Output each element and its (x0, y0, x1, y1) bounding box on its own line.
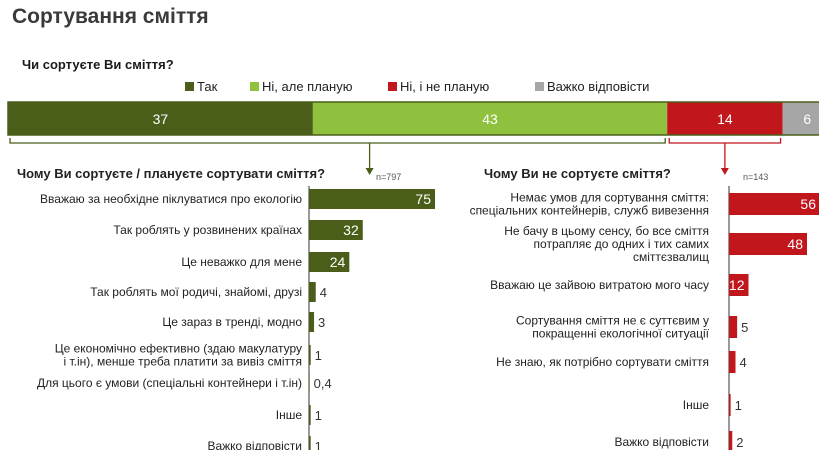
bracket-left (9, 138, 666, 144)
right-category-label: Інше (683, 398, 710, 412)
legend-label: Так (197, 79, 218, 94)
left-category-label: Це економічно ефективно (здаю макулатуру (55, 342, 302, 356)
left-bar (309, 436, 311, 450)
right-bar (729, 233, 807, 255)
right-bar-value: 2 (736, 435, 743, 450)
right-category-label: Немає умов для сортування сміття: (510, 191, 709, 205)
stacked-segment-label: 43 (482, 111, 498, 127)
left-bar-value: 1 (315, 439, 322, 450)
left-question: Чому Ви сортуєте / плануєте сортувати см… (17, 166, 325, 181)
left-category-label: Вважаю за необхідне піклуватися про екол… (40, 192, 302, 206)
left-category-label: Для цього є умови (спеціальні контейнери… (37, 376, 302, 390)
right-category-label: спеціальних контейнерів, служб вивезення (470, 204, 709, 218)
right-category-label: Важко відповісти (614, 435, 709, 449)
left-category-label: Інше (276, 408, 303, 422)
stacked-segment (782, 102, 819, 135)
legend-label: Ні, і не планую (400, 79, 490, 94)
right-bar (729, 193, 819, 215)
left-bar-value: 1 (315, 348, 322, 363)
right-bar (729, 431, 733, 450)
right-category-label: Не знаю, як потрібно сортувати сміття (496, 355, 709, 369)
stacked-segment (8, 102, 313, 135)
stacked-segment-label: 6 (803, 111, 811, 127)
stacked-segment (667, 102, 783, 135)
right-bar (729, 394, 731, 416)
left-bar-value: 32 (343, 222, 359, 238)
stacked-segment-label: 14 (717, 111, 733, 127)
left-bar-value: 4 (320, 285, 327, 300)
legend-label: Ні, але планую (262, 79, 353, 94)
right-bar-value: 4 (740, 355, 747, 370)
legend-label: Важко відповісти (547, 79, 649, 94)
left-bar (309, 282, 316, 302)
legend-swatch (535, 82, 544, 91)
left-bar-value: 3 (318, 315, 325, 330)
right-bar-value: 56 (800, 196, 816, 212)
right-question: Чому Ви не сортуєте сміття? (484, 166, 671, 181)
stacked-segment-label: 37 (153, 111, 169, 127)
right-bar-value: 1 (735, 398, 742, 413)
left-category-label: Так роблять у розвинених країнах (113, 223, 302, 237)
left-bar (309, 189, 435, 209)
left-category-label: Важко відповісти (207, 439, 302, 450)
right-category-label: сміттєзвалищ (633, 250, 709, 264)
left-category-label: Це зараз в тренді, модно (162, 315, 302, 329)
left-bar (309, 312, 315, 332)
left-bar-value: 1 (315, 408, 322, 423)
left-bar-value: 0,4 (314, 376, 332, 391)
left-bar-value: 75 (415, 191, 431, 207)
page-title: Сортування сміття (12, 5, 209, 28)
arrow-left-head (365, 168, 374, 175)
right-category-label: Не бачу в цьому сенсу, бо все сміття (504, 224, 709, 238)
left-category-label: і т.ін), менше треба платити за вивіз см… (64, 355, 302, 369)
legend-swatch (388, 82, 397, 91)
right-bar (729, 316, 738, 338)
right-bar-value: 48 (787, 236, 803, 252)
stacked-segment (312, 102, 668, 135)
left-bar-value: 24 (330, 254, 346, 270)
left-bar (309, 345, 311, 365)
arrow-right-head (720, 168, 729, 175)
right-bar (729, 351, 736, 373)
right-category-label: покращенні екологічної ситуації (532, 327, 709, 341)
right-category-label: потрапляє до одних і тих самих (534, 237, 709, 251)
right-bar-value: 5 (741, 320, 748, 335)
left-bar (309, 220, 363, 240)
left-category-label: Це неважко для мене (181, 255, 302, 269)
right-bar (729, 274, 749, 296)
legend-swatch (250, 82, 259, 91)
left-bar (309, 252, 350, 272)
left-n: n=797 (376, 172, 401, 182)
right-category-label: Сортування сміття не є суттєвим у (516, 314, 709, 328)
left-bar (309, 373, 310, 393)
left-category-label: Так роблять мої родичі, знайомі, друзі (90, 285, 302, 299)
right-category-label: Вважаю це зайвою витратою мого часу (490, 278, 709, 292)
bracket-right (668, 138, 782, 144)
left-bar (309, 405, 311, 425)
right-bar-value: 12 (729, 277, 745, 293)
main-question: Чи сортуєте Ви сміття? (22, 57, 174, 72)
stacked-bar-outline (7, 101, 819, 136)
right-n: n=143 (743, 172, 768, 182)
legend-swatch (185, 82, 194, 91)
